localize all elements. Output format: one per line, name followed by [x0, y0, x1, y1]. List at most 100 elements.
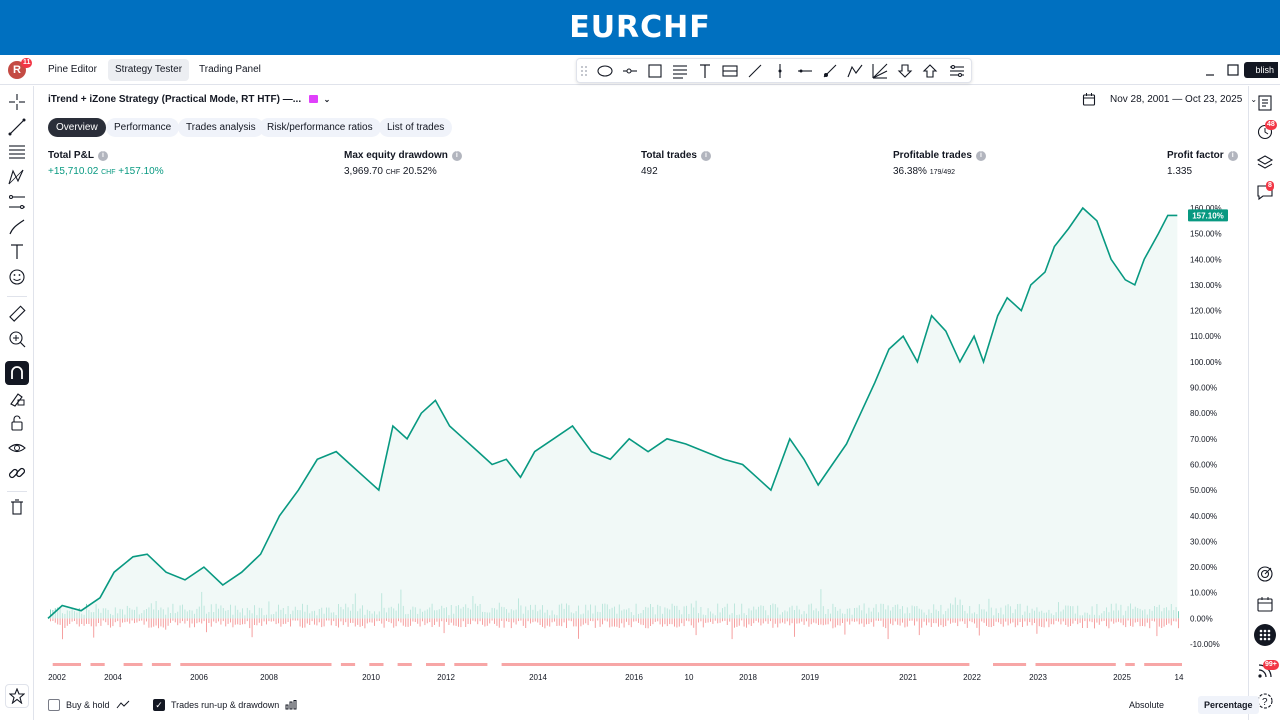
- drawdown-bar: [858, 618, 860, 625]
- layers-icon[interactable]: [1256, 153, 1274, 171]
- tab-overview[interactable]: Overview: [48, 118, 106, 137]
- x-tick-label: 2023: [1029, 673, 1047, 682]
- drawdown-bar: [304, 618, 306, 628]
- equity-chart[interactable]: 160.00%150.00%140.00%130.00%120.00%110.0…: [44, 190, 1244, 690]
- publish-button[interactable]: blish: [1244, 62, 1278, 78]
- lock-icon[interactable]: [7, 413, 27, 433]
- drawdown-bar: [909, 618, 911, 621]
- horizontal-ray-icon[interactable]: [622, 63, 638, 79]
- drawdown-bar: [496, 618, 498, 626]
- drawdown-bar: [498, 618, 500, 628]
- drawdown-bar: [503, 618, 505, 628]
- drawdown-bar: [213, 618, 215, 622]
- date-range-selector[interactable]: Nov 28, 2001 — Oct 23, 2025 ⌄: [1082, 92, 1257, 106]
- ray-icon[interactable]: [822, 63, 838, 79]
- drawdown-bar: [143, 618, 145, 625]
- info-icon[interactable]: i: [97, 150, 108, 161]
- percentage-toggle[interactable]: Percentage: [1198, 696, 1259, 714]
- drawdown-bar: [774, 618, 776, 624]
- drawdown-bar: [287, 618, 289, 622]
- target-icon[interactable]: [1256, 565, 1274, 583]
- pattern-icon[interactable]: [847, 63, 863, 79]
- pattern-tool-icon[interactable]: [7, 167, 27, 187]
- metric-total-trades: Total trades i 492: [641, 150, 711, 177]
- info-icon[interactable]: i: [975, 150, 986, 161]
- buy-hold-checkbox[interactable]: [48, 699, 60, 711]
- drag-handle-icon[interactable]: [580, 63, 588, 79]
- text-lines-icon[interactable]: [672, 63, 688, 79]
- arrow-up-icon[interactable]: [922, 63, 938, 79]
- tab-risk-performance-ratios[interactable]: Risk/performance ratios: [259, 118, 381, 137]
- trash-icon[interactable]: [7, 497, 27, 517]
- favorites-button[interactable]: [5, 684, 29, 708]
- prediction-tool-icon[interactable]: [7, 192, 27, 212]
- drawdown-bar: [146, 618, 147, 622]
- position-icon[interactable]: [722, 63, 738, 79]
- tab-trading-panel[interactable]: Trading Panel: [199, 64, 261, 75]
- ruler-icon[interactable]: [7, 304, 27, 324]
- drawdown-bar: [486, 618, 488, 626]
- drawdown-bar: [693, 618, 695, 628]
- drawdown-bar: [1036, 618, 1038, 634]
- strategy-title-row[interactable]: iTrend + iZone Strategy (Practical Mode,…: [48, 94, 330, 105]
- ellipse-icon[interactable]: [597, 63, 613, 79]
- tab-list-of-trades[interactable]: List of trades: [379, 118, 453, 137]
- emoji-tool-icon[interactable]: [7, 267, 27, 287]
- brush-tool-icon[interactable]: [7, 217, 27, 237]
- drawdown-bar: [246, 618, 248, 622]
- drawdown-bar: [1170, 618, 1172, 626]
- eye-icon[interactable]: [7, 438, 27, 458]
- grid-dots-icon: [1259, 629, 1271, 641]
- tab-performance[interactable]: Performance: [106, 118, 180, 137]
- info-icon[interactable]: i: [451, 150, 462, 161]
- rectangle-icon[interactable]: [647, 63, 663, 79]
- watchlist-icon[interactable]: [1256, 94, 1274, 112]
- link-icon[interactable]: [7, 463, 27, 483]
- maximize-icon[interactable]: [1226, 63, 1240, 77]
- fib-fan-icon[interactable]: [872, 63, 888, 79]
- info-icon[interactable]: i: [1227, 150, 1238, 161]
- absolute-toggle[interactable]: Absolute: [1129, 700, 1165, 710]
- text-tool-icon[interactable]: [7, 242, 27, 262]
- tab-pine-editor[interactable]: Pine Editor: [48, 64, 97, 75]
- info-icon[interactable]: i: [700, 150, 711, 161]
- runup-checkbox[interactable]: ✓: [153, 699, 165, 711]
- drawdown-bar: [328, 618, 330, 621]
- tab-strategy-tester[interactable]: Strategy Tester: [108, 59, 190, 81]
- drawdown-bar: [1122, 618, 1124, 626]
- vertical-line-icon[interactable]: [772, 63, 788, 79]
- drawdown-bar: [1041, 618, 1043, 627]
- runup-toggle[interactable]: ✓ Trades run-up & drawdown: [153, 699, 297, 711]
- chart-bottom-controls: Buy & hold ✓ Trades run-up & drawdown Ab…: [36, 692, 1259, 720]
- trend-line-icon[interactable]: [747, 63, 763, 79]
- drawdown-bar: [650, 618, 651, 626]
- drawdown-bar: [124, 618, 126, 623]
- drawdown-bar: [988, 618, 990, 627]
- calendar-icon[interactable]: [1256, 595, 1274, 613]
- apps-button[interactable]: [1254, 624, 1276, 646]
- drawdown-bar: [772, 618, 774, 628]
- drawdown-bar: [818, 618, 819, 625]
- trend-line-tool-icon[interactable]: [7, 117, 27, 137]
- drawdown-bar: [1055, 618, 1057, 621]
- drawdown-bar: [623, 618, 625, 628]
- fib-tool-icon[interactable]: [7, 142, 27, 162]
- drawdown-bar: [873, 618, 875, 627]
- drawdown-bar: [333, 618, 335, 622]
- help-icon[interactable]: ?: [1256, 692, 1274, 710]
- crosshair-icon[interactable]: [7, 92, 27, 112]
- horizontal-line-icon[interactable]: [797, 63, 813, 79]
- arrow-down-icon[interactable]: [897, 63, 913, 79]
- zoom-in-icon[interactable]: [7, 329, 27, 349]
- x-tick-label: 2018: [739, 673, 757, 682]
- magnet-button[interactable]: [5, 361, 29, 385]
- buy-hold-toggle[interactable]: Buy & hold: [48, 699, 130, 711]
- drawdown-bar: [206, 618, 207, 633]
- text-icon[interactable]: [697, 63, 713, 79]
- tab-trades-analysis[interactable]: Trades analysis: [178, 118, 264, 137]
- lock-drawing-icon[interactable]: [7, 388, 27, 408]
- minimize-icon[interactable]: [1204, 65, 1216, 77]
- drawdown-bar: [698, 618, 699, 623]
- drawdown-bar: [702, 618, 704, 628]
- settings-sliders-icon[interactable]: [949, 63, 965, 79]
